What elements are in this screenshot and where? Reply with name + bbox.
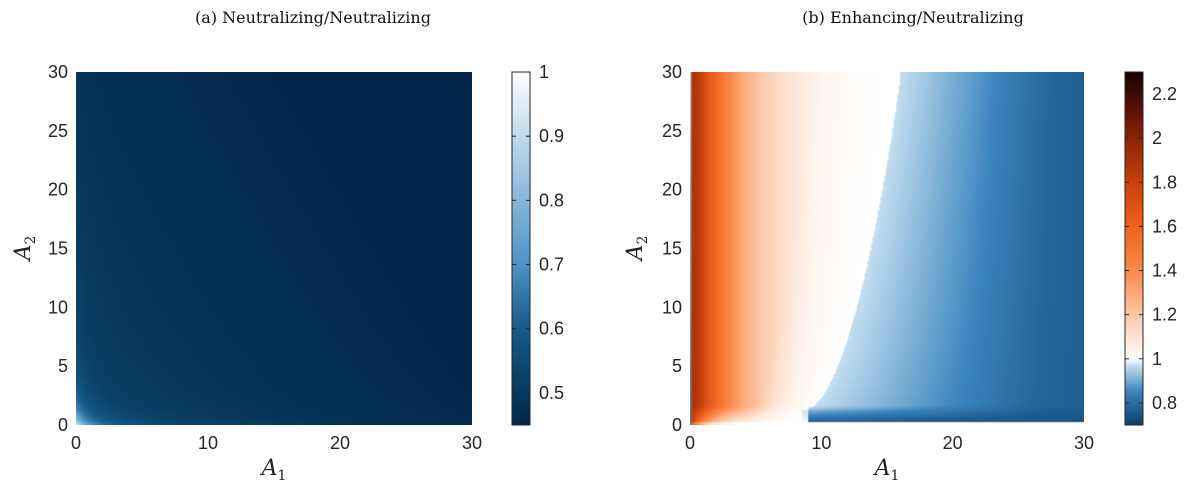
panel-b-title: (b) Enhancing/Neutralizing <box>802 8 1024 27</box>
panel-b-colorbar-tick-label: 2 <box>1152 128 1162 148</box>
panel-b-colorbar-tick-label: 2.2 <box>1152 84 1177 104</box>
panel-b-colorbar-axis: 0.8 1 1.2 1.4 1.6 1.8 2 2.2 <box>1124 71 1177 426</box>
panel-a-ytick-label: 30 <box>48 62 68 82</box>
panel-b: (b) Enhancing/Neutralizing 0 10 20 30 0 5 10 15… <box>623 8 1177 484</box>
panel-b-ytick-label: 5 <box>672 356 682 376</box>
panel-b-colorbar-tick-label: 1 <box>1152 349 1162 369</box>
panel-a-ytick-label: 5 <box>58 356 68 376</box>
panel-b-ytick-label: 0 <box>672 415 682 435</box>
panel-b-colorbar-tick-label: 1.2 <box>1152 305 1177 325</box>
panel-b-colorbar-frame <box>1124 71 1144 426</box>
panel-a-ylabel: A2 <box>11 236 39 263</box>
panel-a-ytick-label: 25 <box>48 121 68 141</box>
panel-b-heatmap <box>690 72 1084 425</box>
panel-b-ytick-label: 20 <box>662 180 682 200</box>
panel-a-xtick-label: 10 <box>198 433 218 453</box>
panel-b-ytick-label: 30 <box>662 62 682 82</box>
panel-a-colorbar-frame <box>511 71 531 426</box>
panel-b-axes: 0 10 20 30 0 5 10 15 20 25 30 <box>662 62 1094 453</box>
panel-b-xlabel: A1 <box>873 456 900 484</box>
panel-b-colorbar-tick-label: 0.8 <box>1152 393 1177 413</box>
panel-b-ytick-label: 15 <box>662 239 682 259</box>
panel-a-colorbar-tick-label: 0.6 <box>539 319 564 339</box>
panel-b-xtick-label: 20 <box>943 433 963 453</box>
panel-a-xtick-label: 30 <box>462 433 482 453</box>
panel-b-xtick-label: 30 <box>1074 433 1094 453</box>
panel-b-colorbar-tick-label: 1.8 <box>1152 172 1177 192</box>
panel-a-ytick-label: 10 <box>48 297 68 317</box>
panel-a-ytick-label: 15 <box>48 239 68 259</box>
panel-a-colorbar-tick-label: 1 <box>539 62 549 82</box>
panel-a-colorbar-tick-label: 0.5 <box>539 383 564 403</box>
panel-a-ytick-label: 0 <box>58 415 68 435</box>
panel-b-xtick-label: 10 <box>811 433 831 453</box>
panel-a-colorbar-tick-label: 0.9 <box>539 126 564 146</box>
panel-b-colorbar <box>1125 72 1143 425</box>
panel-a: (a) Neutralizing/Neutralizing 0 10 20 30 0 5 1… <box>11 8 564 484</box>
panel-a-axes: 0 10 20 30 0 5 10 15 20 25 30 <box>48 62 482 453</box>
panel-b-colorbar-tick-label: 1.4 <box>1152 261 1177 281</box>
panel-a-xlabel: A1 <box>260 456 287 484</box>
panel-a-colorbar-tick-label: 0.7 <box>539 255 564 275</box>
panel-a-colorbar-tick-label: 0.8 <box>539 190 564 210</box>
panel-a-title: (a) Neutralizing/Neutralizing <box>195 8 431 27</box>
panel-a-ytick-label: 20 <box>48 180 68 200</box>
panel-b-ytick-label: 25 <box>662 121 682 141</box>
panel-a-colorbar <box>512 72 530 425</box>
panel-b-ytick-label: 10 <box>662 297 682 317</box>
panel-a-heatmap <box>76 72 472 425</box>
panel-b-xtick-label: 0 <box>685 433 695 453</box>
panel-a-xtick-label: 20 <box>330 433 350 453</box>
panel-a-xtick-label: 0 <box>71 433 81 453</box>
panel-b-ylabel: A2 <box>623 236 651 263</box>
panel-b-colorbar-tick-label: 1.6 <box>1152 216 1177 236</box>
panel-a-colorbar-axis: 0.5 0.6 0.7 0.8 0.9 1 <box>511 62 564 426</box>
